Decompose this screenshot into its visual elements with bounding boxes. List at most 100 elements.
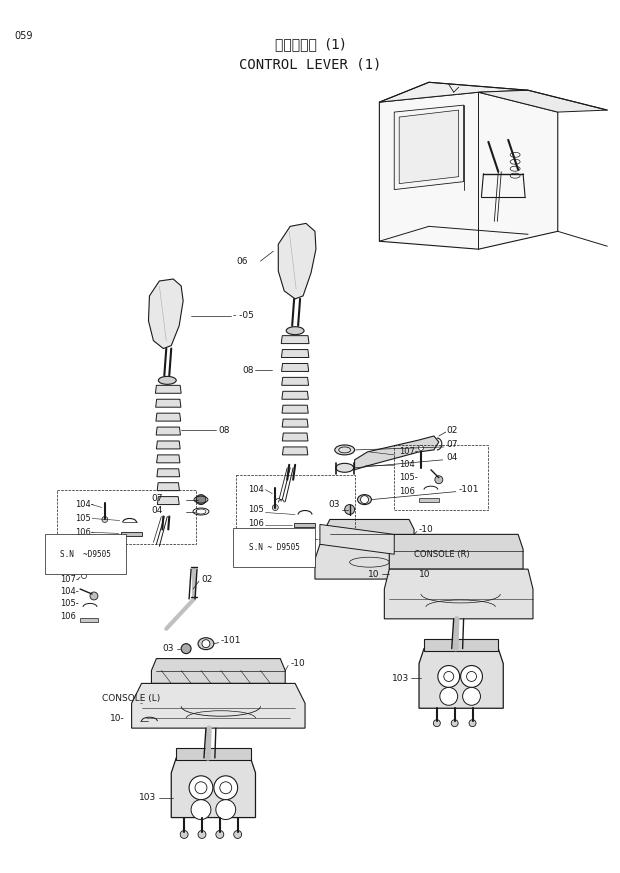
Text: 103: 103 [139,794,156,802]
Polygon shape [479,90,608,112]
Polygon shape [156,441,180,449]
Circle shape [234,830,242,838]
Polygon shape [389,534,523,569]
Text: 03: 03 [328,500,340,509]
Text: CONTROL LEVER (1): CONTROL LEVER (1) [239,58,381,72]
Circle shape [463,687,480,705]
Polygon shape [294,524,315,527]
Ellipse shape [335,445,355,455]
Polygon shape [355,436,439,470]
Circle shape [433,719,440,726]
Polygon shape [282,419,308,427]
Text: 08: 08 [242,366,254,375]
Ellipse shape [158,376,176,384]
Circle shape [438,665,459,687]
Polygon shape [281,349,309,358]
Circle shape [198,830,206,838]
Circle shape [191,800,211,820]
Circle shape [435,476,443,484]
Text: 107-: 107- [60,574,79,583]
Polygon shape [419,649,503,708]
Circle shape [189,776,213,800]
Text: 104-: 104- [75,500,94,509]
Polygon shape [282,433,308,441]
Polygon shape [156,385,181,393]
Polygon shape [281,335,309,344]
Text: 106: 106 [60,612,76,622]
Polygon shape [419,498,439,502]
Polygon shape [80,618,98,622]
Text: 106-: 106- [75,528,94,537]
Polygon shape [315,544,424,579]
Text: S.N ~ D9505: S.N ~ D9505 [249,543,299,552]
Ellipse shape [286,327,304,334]
Polygon shape [156,399,181,407]
Circle shape [82,574,87,579]
Text: 107-: 107- [399,447,418,457]
Polygon shape [171,758,255,817]
Text: 08: 08 [219,425,230,435]
Polygon shape [320,525,394,554]
Polygon shape [283,447,308,455]
Circle shape [202,640,210,648]
Circle shape [361,496,368,504]
Text: - -05: - -05 [232,312,254,320]
Text: 059: 059 [15,31,33,41]
Circle shape [216,800,236,820]
Polygon shape [151,658,285,684]
Text: 106: 106 [399,487,415,496]
Circle shape [444,671,454,682]
Circle shape [345,505,355,514]
Text: 10-: 10- [110,714,125,723]
Text: 04: 04 [151,506,163,515]
Polygon shape [282,405,308,413]
Text: 105: 105 [75,514,91,523]
Text: 06: 06 [236,257,247,265]
Text: 02: 02 [201,574,213,583]
Circle shape [451,719,458,726]
Polygon shape [379,93,558,249]
Polygon shape [399,110,459,183]
Text: 03: 03 [162,644,174,653]
Polygon shape [157,469,180,477]
Circle shape [196,495,206,505]
Polygon shape [384,569,533,619]
Polygon shape [278,223,316,299]
Polygon shape [131,684,305,728]
Polygon shape [157,483,179,491]
Text: 04: 04 [447,453,458,463]
Polygon shape [156,413,180,421]
Text: 103: 103 [392,674,409,683]
Text: 104-: 104- [60,587,79,595]
Polygon shape [281,377,309,385]
Text: 106: 106 [249,519,265,528]
Circle shape [440,687,458,705]
Text: 07: 07 [151,494,163,503]
Text: 02: 02 [447,425,458,435]
Text: -101: -101 [459,485,479,494]
Circle shape [181,643,191,654]
Polygon shape [176,748,250,760]
Ellipse shape [358,495,371,505]
Text: 105-: 105- [60,600,79,608]
Polygon shape [394,105,464,189]
Text: -10: -10 [290,659,305,668]
Polygon shape [121,533,141,536]
Circle shape [214,776,237,800]
Ellipse shape [198,637,214,650]
Circle shape [90,592,98,600]
Text: S.N  ~D9505: S.N ~D9505 [60,550,111,559]
Circle shape [102,517,108,522]
Circle shape [216,830,224,838]
Text: 104: 104 [249,485,264,494]
Polygon shape [282,391,308,399]
Circle shape [469,719,476,726]
Circle shape [461,665,482,687]
Text: -101: -101 [221,636,241,645]
Circle shape [272,505,278,511]
Polygon shape [424,639,498,650]
Text: 104: 104 [399,460,415,470]
Text: 105-: 105- [399,473,418,482]
Polygon shape [281,363,309,371]
Text: 10: 10 [419,569,430,579]
